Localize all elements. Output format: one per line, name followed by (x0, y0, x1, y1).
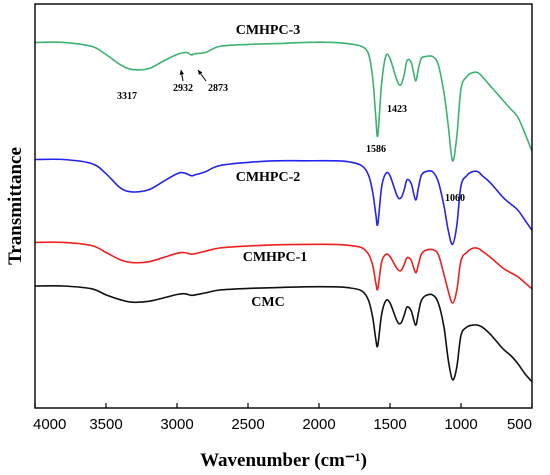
peak-label-3317: 3317 (117, 91, 137, 102)
series-label-cmhpc-2: CMHPC-2 (236, 170, 301, 185)
peak-label-2873: 2873 (208, 83, 228, 94)
series-label-cmhpc-3: CMHPC-3 (236, 23, 301, 38)
y-axis-title: Transmittance (5, 147, 26, 265)
x-axis-ticks: 4000 3500 3000 2500 2000 1500 1000 500 (33, 403, 533, 433)
x-tick-label: 3500 (89, 416, 122, 433)
series-label-cmhpc-1: CMHPC-1 (243, 250, 308, 265)
x-tick-label: 4000 (33, 416, 66, 433)
annotation-arrowhead (179, 70, 184, 75)
annotation-arrowhead (198, 70, 203, 75)
series-line-cmhpc-2 (34, 158, 533, 246)
x-tick-label: 2000 (302, 416, 335, 433)
series-line-cmhpc-1 (34, 241, 533, 304)
plot-lines (34, 41, 533, 383)
series-label-cmc: CMC (251, 295, 284, 310)
x-tick-label: 1000 (444, 416, 477, 433)
series-line-cmhpc-3 (34, 41, 533, 162)
peak-label-1060: 1060 (445, 193, 465, 204)
plot-frame (34, 3, 533, 409)
x-tick-label: 500 (507, 416, 532, 433)
peak-label-1423: 1423 (387, 104, 407, 115)
x-axis-title: Wavenumber (cm⁻¹) (200, 450, 367, 471)
x-tick-label: 3000 (160, 416, 193, 433)
peak-label-1586: 1586 (366, 144, 386, 155)
x-tick-label: 2500 (231, 416, 264, 433)
series-line-cmc (34, 284, 533, 383)
peak-label-2932: 2932 (173, 83, 193, 94)
x-tick-label: 1500 (373, 416, 406, 433)
chart-labels: CMHPC-3 CMHPC-2 CMHPC-1 CMC 3317 2932 2873 1423… (117, 23, 465, 310)
